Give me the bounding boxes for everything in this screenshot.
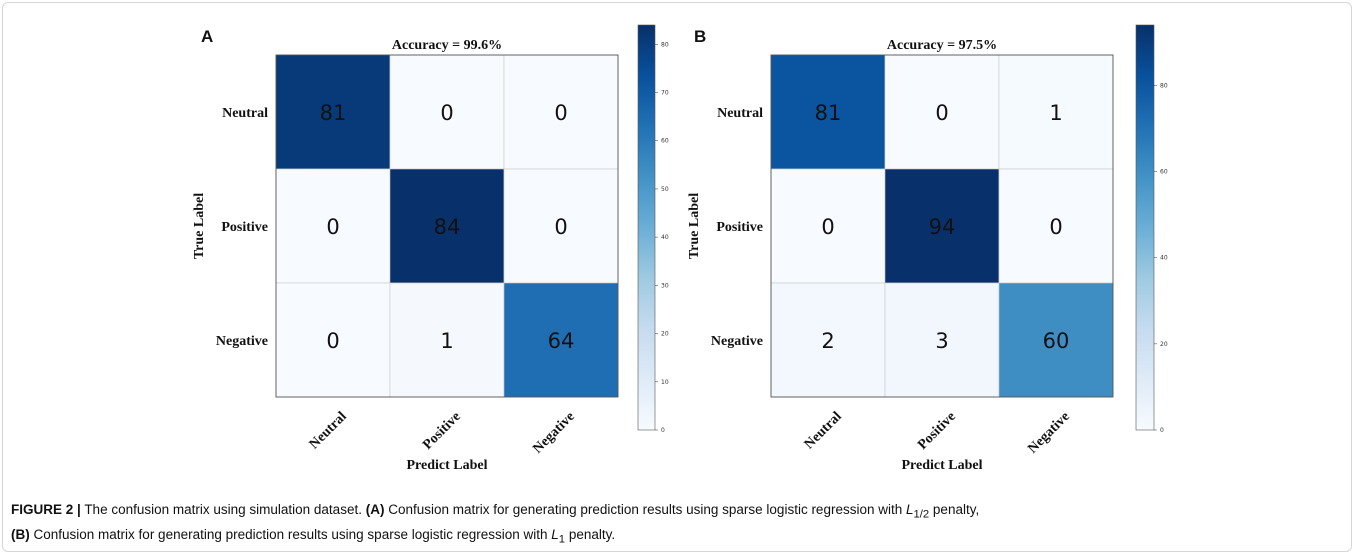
caption-part-a-math: L	[906, 502, 914, 517]
caption-label: FIGURE 2 |	[11, 502, 81, 517]
caption-part-a-subscript: 1/2	[913, 508, 930, 521]
row-label: Neutral	[222, 106, 268, 121]
x-axis-title: Predict Label	[901, 458, 982, 473]
matrix-cell	[998, 168, 1114, 284]
cell-value: 0	[554, 215, 567, 239]
cell-value: 84	[434, 215, 461, 239]
column-label: Neutral	[307, 409, 350, 452]
colorbar-tick-label: 60	[1160, 168, 1168, 175]
caption-part-b-text-end: penalty.	[568, 526, 616, 542]
y-axis-title: True Label	[687, 193, 702, 259]
caption-part-a-text-end: penalty,	[932, 502, 980, 517]
matrix-cell	[389, 282, 505, 398]
matrix-cell	[884, 54, 1000, 170]
colorbar-tick-label: 40	[1160, 255, 1168, 262]
cell-value: 2	[821, 329, 834, 353]
cell-value: 3	[935, 329, 948, 353]
cell-value: 0	[821, 215, 834, 239]
x-axis-title: Predict Label	[406, 458, 487, 473]
row-label: Neutral	[717, 106, 763, 121]
confusion-matrix-panel-a: A Accuracy = 99.6% 81 0 0 0 84 0 0 1 64 Neutral Neut…	[192, 24, 669, 473]
column-label: Negative	[1025, 409, 1072, 456]
colorbar-tick-label: 80	[1160, 82, 1168, 89]
matrix-cell	[884, 168, 1000, 284]
matrix-border	[275, 54, 619, 398]
colorbar-tick-label: 70	[661, 90, 669, 97]
caption-part-b-math: L	[551, 526, 559, 542]
colorbar-tick-label: 50	[661, 186, 669, 193]
matrix-cell	[503, 168, 619, 284]
row-label: Negative	[711, 334, 763, 349]
cell-value: 94	[929, 215, 956, 239]
colorbar-tick-label: 10	[661, 379, 669, 386]
cell-value: 81	[320, 101, 347, 125]
caption-part-a-text: Confusion matrix for generating predicti…	[388, 502, 903, 517]
accuracy-title: Accuracy = 99.6%	[392, 38, 502, 53]
matrix-cell	[389, 54, 505, 170]
caption-part-a-tag: (A)	[365, 502, 385, 517]
colorbar	[637, 24, 656, 431]
colorbar-tick-label: 60	[661, 138, 669, 145]
caption-part-b-text: Confusion matrix for generating predicti…	[33, 526, 548, 542]
cell-value: 81	[815, 101, 842, 125]
cell-value: 64	[548, 329, 575, 353]
caption-part-b-subscript: 1	[558, 533, 566, 546]
colorbar-tick-label: 20	[661, 331, 669, 338]
colorbar-tick-label: 20	[1160, 341, 1168, 348]
colorbar-tick-label: 30	[661, 282, 669, 289]
confusion-matrix-panel-b: B Accuracy = 97.5% 81 0 1 0 94 0 2 3 60 Neutral Neut…	[687, 24, 1168, 473]
colorbar-tick-label: 80	[661, 41, 669, 48]
colorbar-tick-label: 0	[661, 427, 665, 434]
cell-value: 0	[326, 215, 339, 239]
matrix-cell	[884, 282, 1000, 398]
panel-letter: A	[201, 27, 213, 46]
matrix-cell	[770, 54, 886, 170]
figure-caption: FIGURE 2 | The confusion matrix using si…	[11, 500, 1346, 549]
colorbar-tick-label: 0	[1160, 427, 1164, 434]
cell-value: 1	[1049, 101, 1062, 125]
caption-part-b-tag: (B)	[11, 526, 30, 542]
figure-canvas: A Accuracy = 99.6% 81 0 0 0 84 0 0 1 64 Neutral Neut…	[192, 24, 1168, 473]
row-label: Positive	[221, 220, 268, 235]
accuracy-title: Accuracy = 97.5%	[887, 38, 997, 53]
panel-letter: B	[694, 27, 706, 46]
cell-value: 0	[1049, 215, 1062, 239]
cell-value: 0	[326, 329, 339, 353]
cell-value: 0	[554, 101, 567, 125]
matrix-cell	[770, 282, 886, 398]
row-label: Negative	[216, 334, 268, 349]
matrix-cell	[998, 54, 1114, 170]
y-axis-title: True Label	[192, 193, 207, 259]
column-label: Positive	[420, 409, 464, 453]
column-label: Positive	[915, 409, 959, 453]
cell-value: 1	[440, 329, 453, 353]
matrix-cell	[770, 168, 886, 284]
colorbar	[1135, 24, 1155, 431]
cell-value: 0	[935, 101, 948, 125]
column-label: Neutral	[802, 409, 845, 452]
cell-value: 0	[440, 101, 453, 125]
row-label: Positive	[716, 220, 763, 235]
colorbar-tick-label: 40	[661, 234, 669, 241]
matrix-border	[770, 54, 1114, 398]
matrix-cell	[503, 282, 619, 398]
matrix-cell	[998, 282, 1114, 398]
caption-intro: The confusion matrix using simulation da…	[84, 502, 362, 517]
column-label: Negative	[530, 409, 577, 456]
cell-value: 60	[1043, 329, 1070, 353]
